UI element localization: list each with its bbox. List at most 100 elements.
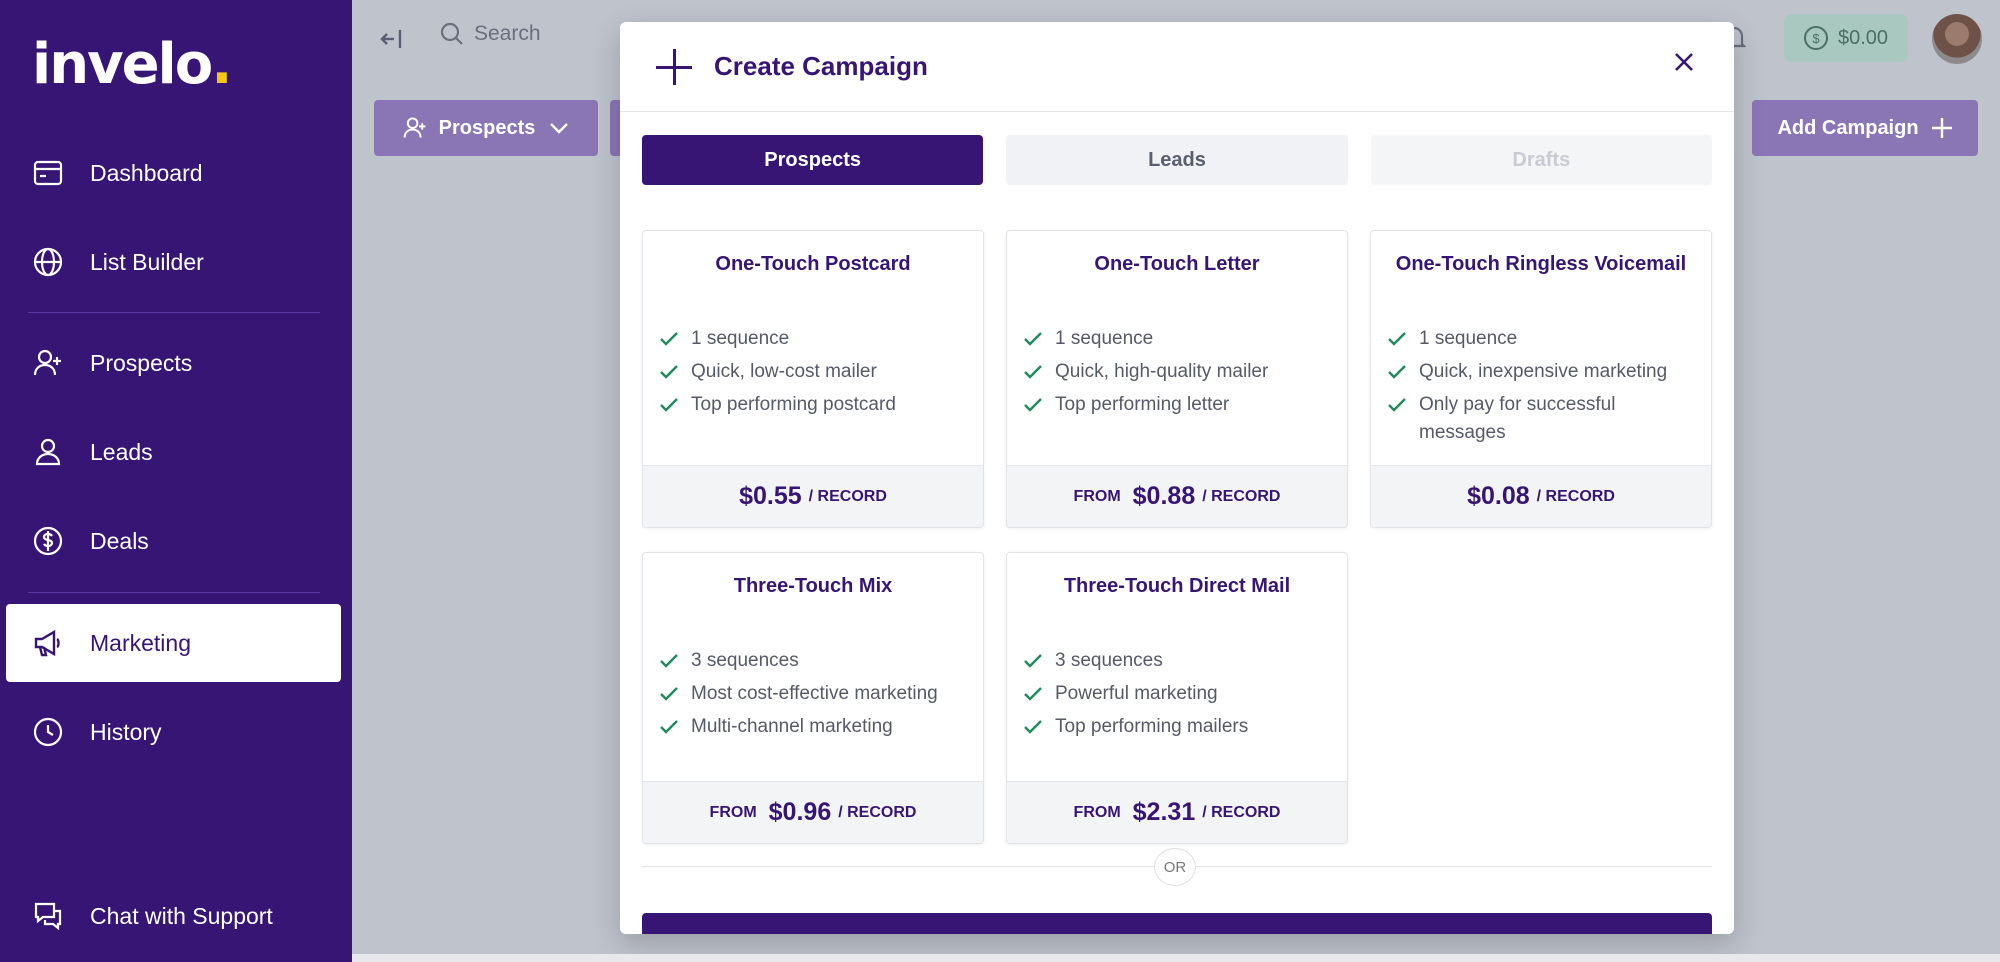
or-badge: OR: [1154, 848, 1196, 886]
sidebar-item-prospects[interactable]: Prospects: [6, 324, 341, 402]
close-button[interactable]: [1670, 48, 1698, 76]
price-value: $0.55: [739, 482, 802, 510]
list-item: Top performing letter: [1023, 391, 1333, 419]
feature-text: Powerful marketing: [1055, 683, 1218, 704]
list-item: 1 sequence: [659, 325, 969, 353]
feature-text: Quick, inexpensive marketing: [1419, 361, 1668, 382]
card-title: One-Touch Letter: [1094, 253, 1260, 275]
price-value: $0.96: [768, 798, 832, 826]
feature-list: 3 sequences Most cost-effective marketin…: [659, 647, 969, 746]
list-item: Top performing mailers: [1023, 713, 1333, 741]
sidebar-item-label: History: [90, 718, 162, 745]
add-campaign-button[interactable]: Add Campaign: [1752, 100, 1978, 156]
feature-list: 1 sequence Quick, high-quality mailer To…: [1023, 325, 1333, 424]
plus-icon: [656, 48, 692, 85]
price-unit: / RECORD: [1202, 487, 1281, 505]
tab-prospects[interactable]: Prospects: [642, 135, 984, 185]
invelo-logo[interactable]: invelo.: [32, 32, 233, 97]
user-plus-icon: [32, 347, 64, 379]
check-icon: [659, 713, 681, 741]
campaign-card-three-touch-direct-mail[interactable]: Three-Touch Direct Mail 3 sequences Powe…: [1006, 552, 1348, 844]
search-icon: [440, 22, 463, 45]
check-icon: [1023, 647, 1045, 675]
feature-text: Quick, low-cost mailer: [691, 361, 877, 382]
sidebar-item-label: Chat with Support: [90, 902, 273, 929]
check-icon: [659, 391, 681, 419]
price-unit: / RECORD: [1536, 487, 1615, 505]
users-icon: [32, 436, 64, 468]
list-item: Quick, high-quality mailer: [1023, 358, 1333, 386]
feature-list: 1 sequence Quick, inexpensive marketing …: [1387, 325, 1697, 452]
sidebar-item-deals[interactable]: Deals: [6, 502, 341, 580]
page-bottom-strip: [352, 954, 2000, 962]
check-icon: [1023, 680, 1045, 708]
sidebar-item-label: List Builder: [90, 248, 204, 275]
tab-leads[interactable]: Leads: [1006, 135, 1348, 185]
price-from: FROM: [1073, 803, 1121, 821]
feature-text: Quick, high-quality mailer: [1055, 361, 1269, 382]
collapse-sidebar-icon[interactable]: [378, 26, 404, 57]
balance-amount: $0.00: [1837, 26, 1889, 49]
sidebar-item-marketing[interactable]: Marketing: [6, 604, 341, 682]
sidebar-item-history[interactable]: History: [6, 693, 341, 771]
campaign-card-one-touch-letter[interactable]: One-Touch Letter 1 sequence Quick, high-…: [1006, 230, 1348, 528]
sidebar-item-leads[interactable]: Leads: [6, 413, 341, 491]
list-item: 1 sequence: [1387, 325, 1697, 353]
feature-text: 1 sequence: [1055, 328, 1154, 349]
campaign-card-one-touch-ringless-voicemail[interactable]: One-Touch Ringless Voicemail 1 sequence …: [1370, 230, 1712, 528]
price-footer: FROM $0.88 / RECORD: [1007, 465, 1347, 527]
modal-header: Create Campaign: [620, 22, 1734, 112]
globe-icon: [32, 246, 64, 278]
check-icon: [1023, 713, 1045, 741]
sidebar-item-label: Prospects: [90, 349, 193, 376]
check-icon: [659, 647, 681, 675]
search-placeholder: Search: [474, 22, 541, 45]
price-value: $0.08: [1467, 482, 1530, 510]
clock-icon: [32, 716, 64, 748]
dollar-circle-icon: [32, 525, 64, 557]
close-icon: [1675, 53, 1693, 71]
feature-text: 1 sequence: [691, 328, 790, 349]
check-icon: [659, 358, 681, 386]
sidebar-item-label: Marketing: [90, 629, 191, 656]
list-item: Powerful marketing: [1023, 680, 1333, 708]
feature-text: 1 sequence: [1419, 328, 1518, 349]
price-from: FROM: [1073, 487, 1121, 505]
check-icon: [1023, 325, 1045, 353]
feature-text: Most cost-effective marketing: [691, 683, 938, 704]
custom-campaign-button[interactable]: [642, 913, 1712, 934]
list-item: 3 sequences: [659, 647, 969, 675]
price-value: $2.31: [1132, 798, 1196, 826]
logo-text: invelo: [32, 32, 213, 97]
prospects-filter-button[interactable]: Prospects: [374, 100, 598, 156]
check-icon: [1387, 391, 1409, 419]
create-campaign-modal: Create Campaign Prospects Leads Drafts O…: [620, 22, 1734, 934]
campaign-card-three-touch-mix[interactable]: Three-Touch Mix 3 sequences Most cost-ef…: [642, 552, 984, 844]
sidebar-item-list-builder[interactable]: List Builder: [6, 223, 341, 301]
list-item: 3 sequences: [1023, 647, 1333, 675]
card-title: Three-Touch Direct Mail: [1063, 575, 1291, 597]
list-item: Only pay for successful messages: [1387, 391, 1697, 447]
list-item: Quick, inexpensive marketing: [1387, 358, 1697, 386]
sidebar-item-label: Leads: [90, 438, 153, 465]
feature-list: 3 sequences Powerful marketing Top perfo…: [1023, 647, 1333, 746]
nav-divider: [28, 312, 320, 313]
price-footer: FROM $0.96 / RECORD: [643, 781, 983, 843]
sidebar-item-label: Dashboard: [90, 159, 203, 186]
feature-text: Only pay for successful messages: [1419, 394, 1616, 443]
chevron-down-icon: [550, 123, 569, 134]
list-item: 1 sequence: [1023, 325, 1333, 353]
dollar-circle-icon: $: [1803, 26, 1828, 50]
campaign-card-one-touch-postcard[interactable]: One-Touch Postcard 1 sequence Quick, low…: [642, 230, 984, 528]
avatar[interactable]: [1932, 14, 1982, 64]
balance-badge[interactable]: $ $0.00: [1784, 14, 1908, 62]
list-item: Top performing postcard: [659, 391, 969, 419]
price-footer: $0.08 / RECORD: [1371, 465, 1711, 527]
card-icon: [32, 157, 64, 189]
search-input[interactable]: Search: [440, 22, 541, 46]
sidebar-item-chat-support[interactable]: Chat with Support: [6, 877, 341, 955]
megaphone-icon: [32, 627, 64, 659]
feature-text: Multi-channel marketing: [691, 716, 893, 737]
price-unit: / RECORD: [838, 803, 917, 821]
sidebar-item-dashboard[interactable]: Dashboard: [6, 134, 341, 212]
